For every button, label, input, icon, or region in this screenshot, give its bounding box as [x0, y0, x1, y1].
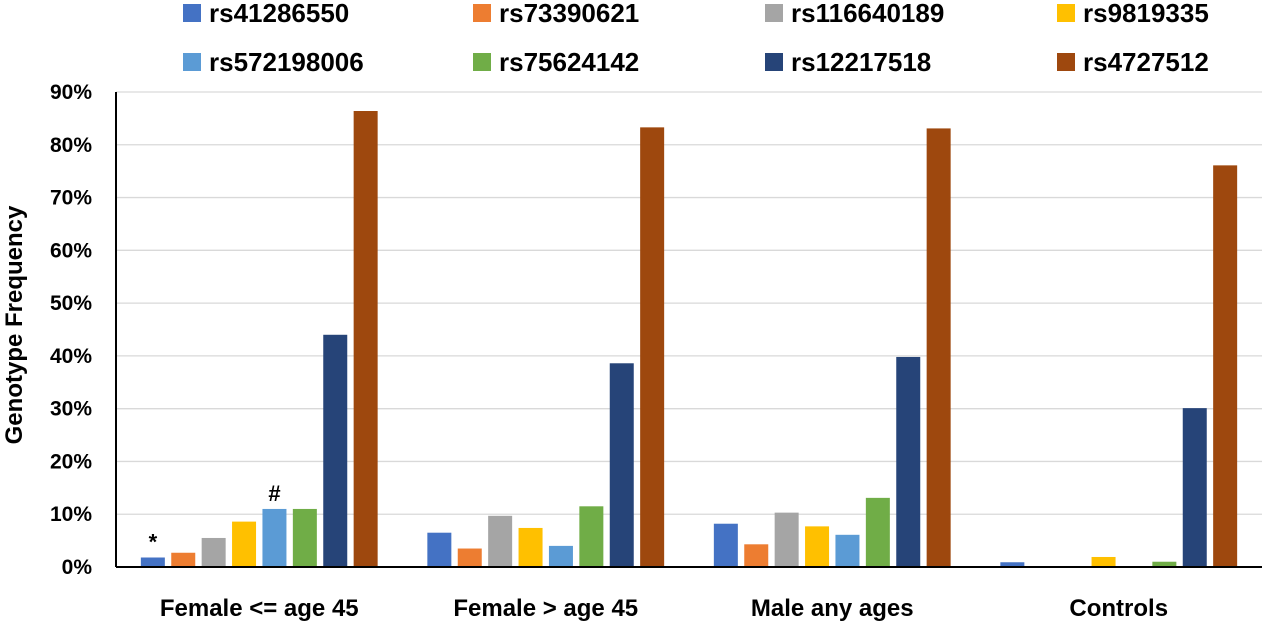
bar-rs41286550: [713, 523, 738, 567]
bar-rs4727512: [1213, 165, 1238, 567]
legend-label: rs4727512: [1083, 47, 1209, 77]
bar-rs73390621: [171, 552, 196, 567]
bar-rs4727512: [353, 111, 378, 567]
bar-rs9819335: [1091, 556, 1116, 567]
bar-rs75624142: [579, 506, 604, 567]
bar-rs75624142: [865, 497, 890, 567]
y-tick-label: 90%: [50, 81, 92, 104]
legend-swatch: [765, 53, 783, 71]
legend-swatch: [183, 4, 201, 22]
y-tick-label: 80%: [50, 134, 92, 157]
legend-swatch: [765, 4, 783, 22]
bar-rs75624142: [1152, 561, 1177, 567]
bar-rs12217518: [896, 356, 921, 567]
bar-rs116640189: [774, 512, 799, 567]
bar-rs73390621: [744, 544, 769, 567]
bar-rs4727512: [640, 127, 665, 567]
x-category-label: Male any ages: [751, 595, 914, 622]
legend-label: rs73390621: [499, 0, 639, 28]
y-tick-label: 60%: [50, 239, 92, 262]
gridlines: [116, 91, 1262, 515]
bar-rs41286550: [427, 532, 452, 567]
bars: *#: [140, 111, 1238, 567]
legend-label: rs12217518: [791, 47, 931, 77]
bar-annotation: #: [268, 481, 280, 506]
bar-rs572198006: [835, 534, 860, 567]
bar-rs572198006: [262, 508, 287, 567]
legend-swatch: [473, 53, 491, 71]
y-tick-label: 10%: [50, 503, 92, 526]
legend-label: rs75624142: [499, 47, 639, 77]
legend: rs41286550 rs73390621 rs116640189 rs9819335…: [183, 0, 1209, 77]
legend-swatch: [1057, 53, 1075, 71]
y-axis-title: Genotype Frequency: [1, 205, 28, 444]
legend-swatch: [183, 53, 201, 71]
bar-rs572198006: [548, 545, 573, 567]
y-tick-label: 50%: [50, 292, 92, 315]
bar-rs9819335: [232, 521, 257, 567]
y-tick-label: 40%: [50, 345, 92, 368]
bar-rs116640189: [488, 515, 513, 567]
bar-rs41286550: [140, 557, 165, 567]
x-category-label: Female <= age 45: [160, 595, 359, 622]
legend-label: rs41286550: [209, 0, 349, 28]
bar-annotation: *: [149, 530, 158, 555]
bar-rs116640189: [201, 537, 226, 567]
y-tick-label: 20%: [50, 450, 92, 473]
y-tick-label: 30%: [50, 398, 92, 421]
x-category-label: Female > age 45: [453, 595, 638, 622]
legend-label: rs9819335: [1083, 0, 1209, 28]
bar-rs9819335: [518, 527, 543, 567]
bar-rs12217518: [609, 363, 634, 567]
x-category-label: Controls: [1069, 595, 1168, 622]
bar-rs41286550: [1000, 562, 1025, 567]
y-tick-label: 70%: [50, 187, 92, 210]
bar-rs4727512: [926, 128, 951, 567]
axes: 0% 10% 20% 30% 40% 50% 60% 70% 80% 90% Female <= a…: [50, 81, 1262, 622]
legend-label: rs572198006: [209, 47, 364, 77]
legend-swatch: [473, 4, 491, 22]
legend-label: rs116640189: [791, 0, 944, 28]
legend-swatch: [1057, 4, 1075, 22]
bar-rs73390621: [457, 548, 482, 567]
bar-rs12217518: [323, 334, 348, 567]
bar-rs12217518: [1182, 408, 1207, 567]
bar-rs75624142: [292, 508, 317, 567]
y-tick-label: 0%: [62, 556, 93, 579]
bar-rs9819335: [805, 526, 830, 567]
